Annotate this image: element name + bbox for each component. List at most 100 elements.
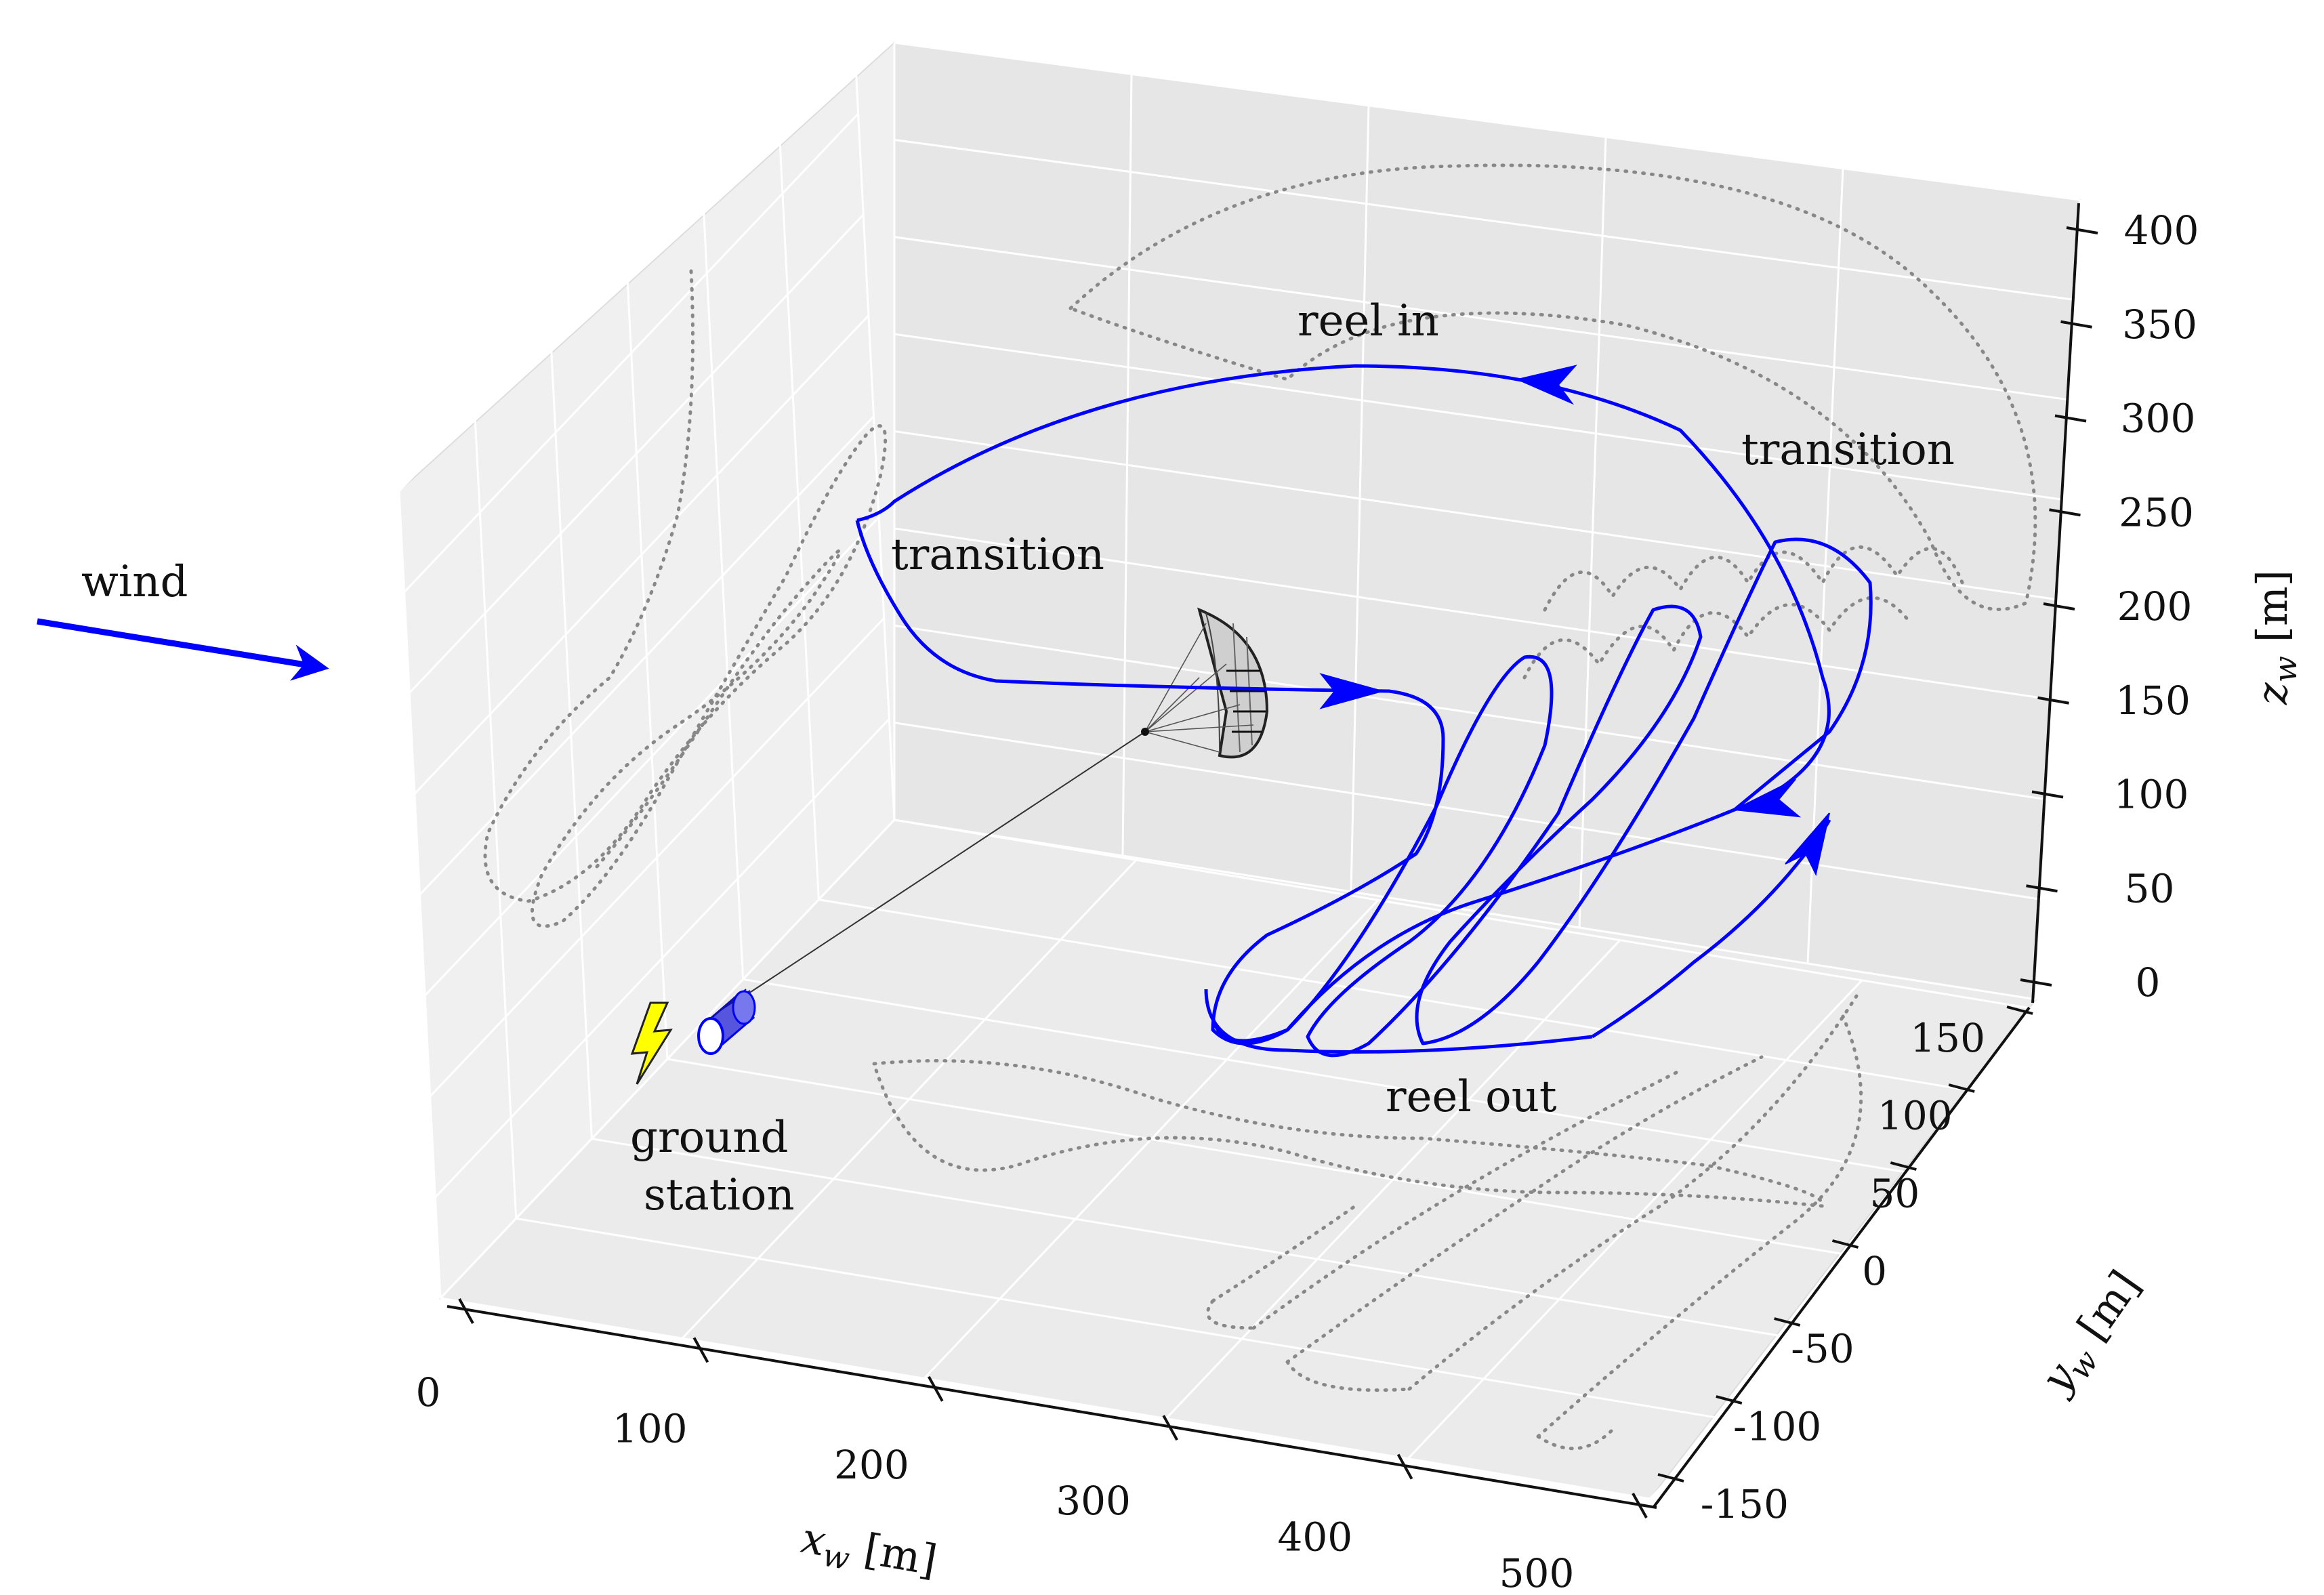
projection-xy-floor [872, 994, 1863, 1451]
x-tick [1632, 1493, 1648, 1518]
gridline [894, 819, 2037, 1001]
gridline [440, 1297, 1651, 1500]
gridline [894, 236, 2069, 401]
gridline [894, 138, 2075, 301]
annotation-reel-out: reel out [1386, 1072, 1557, 1122]
gridline [894, 722, 2042, 900]
z-axis-line [2031, 203, 2080, 1003]
y-tick [2006, 1006, 2033, 1015]
x-axis-line [447, 1305, 1657, 1509]
gridline [413, 314, 869, 795]
z-tick-label: 100 [2114, 772, 2189, 818]
y-tick-label: 0 [1862, 1248, 1887, 1294]
x-tick-label: 0 [416, 1369, 441, 1415]
z-tick-label: 200 [2117, 583, 2193, 629]
z-tick [2066, 226, 2098, 234]
annotation-ground: ground [630, 1113, 789, 1163]
gridline [398, 12, 854, 493]
wind-arrow [37, 618, 329, 681]
x-tick [928, 1375, 944, 1402]
gridline [409, 213, 865, 694]
z-tick [2043, 602, 2075, 610]
z-tick [2026, 884, 2058, 893]
y-tick-label: 50 [1870, 1170, 1920, 1216]
gridline [429, 617, 885, 1098]
x-tick [692, 1337, 709, 1363]
z-tick-label: 400 [2124, 207, 2199, 253]
z-tick [2054, 414, 2087, 423]
z-tick [2037, 696, 2069, 705]
annotation-transition-right: transition [1741, 425, 1955, 475]
x-tick [1162, 1415, 1178, 1441]
gridline [439, 819, 896, 1300]
z-tick-label: 250 [2119, 489, 2194, 535]
y-tick [1657, 1473, 1684, 1483]
kite-icon [1141, 607, 1269, 759]
y-axis-line [1652, 1006, 2031, 1509]
z-tick [2031, 790, 2064, 799]
gridline [592, 1138, 1802, 1341]
gridlines [398, 12, 2105, 1500]
x-tick-label: 200 [834, 1442, 909, 1488]
lightning-icon [630, 1001, 673, 1085]
x-tick-label: 400 [1277, 1514, 1352, 1560]
gridline [434, 718, 890, 1199]
z-tick-label: 50 [2125, 865, 2175, 911]
z-tick [2020, 978, 2052, 987]
x-tick [458, 1298, 474, 1324]
x-tick-label: 300 [1056, 1478, 1131, 1524]
gridline [818, 898, 2029, 1102]
trajectory-transition-left-and-loops [855, 520, 1873, 1058]
gridline [743, 978, 1953, 1181]
trajectory-reel-out [1204, 989, 1593, 1054]
z-tick [2060, 320, 2092, 329]
projection-xz-back [1068, 163, 2037, 680]
trajectory-crossing [1211, 808, 1735, 1043]
z-tick-label: 300 [2121, 396, 2196, 442]
gridline [424, 516, 880, 997]
y-tick [1774, 1317, 1801, 1327]
y-tick [1948, 1083, 1975, 1093]
gridline [667, 1058, 1877, 1261]
x-tick-label: 500 [1499, 1550, 1575, 1592]
tether-line [716, 731, 1146, 1015]
series-kite-trajectory [855, 364, 1873, 1058]
x-tick [1396, 1453, 1413, 1480]
z-tick-label: 350 [2122, 302, 2197, 348]
y-tick-label: 100 [1877, 1093, 1953, 1139]
gridline [894, 624, 2048, 801]
arrow-reel-in-top [1515, 365, 1577, 405]
y-tick-label: -100 [1733, 1403, 1821, 1449]
z-tick-label: 150 [2115, 678, 2191, 724]
z-tick [2049, 508, 2081, 517]
y-tick-label: -150 [1701, 1481, 1789, 1527]
gridline [894, 430, 2058, 601]
arrow-reel-out [1785, 812, 1830, 876]
arrow-reel-in-start [1319, 673, 1385, 709]
y-tick [1831, 1239, 1859, 1249]
gridline [894, 333, 2064, 501]
y-tick [1716, 1395, 1743, 1405]
x-tick-label: 100 [613, 1405, 688, 1451]
arrow-transition-right [1732, 779, 1802, 818]
annotation-station: station [644, 1170, 795, 1220]
annotation-wind: wind [81, 557, 188, 607]
projections [483, 163, 2037, 1451]
y-tick-label: -50 [1791, 1326, 1854, 1372]
annotation-transition-left: transition [891, 530, 1104, 580]
projection-yz-side [483, 269, 888, 928]
gridline [516, 1217, 1726, 1420]
z-axis-label: zw [m] [2247, 570, 2304, 705]
gridline [894, 41, 2081, 201]
annotation-reel-in: reel in [1298, 296, 1439, 346]
drum-icon [697, 989, 756, 1055]
gridline [403, 112, 859, 593]
z-tick-label: 0 [2136, 959, 2161, 1006]
y-tick-label: 150 [1910, 1015, 1985, 1061]
y-tick [1890, 1161, 1917, 1171]
gridline [894, 819, 2104, 1022]
y-axis-label: yw [m] [2030, 1262, 2155, 1407]
x-axis-label: xw [m] [797, 1513, 941, 1592]
